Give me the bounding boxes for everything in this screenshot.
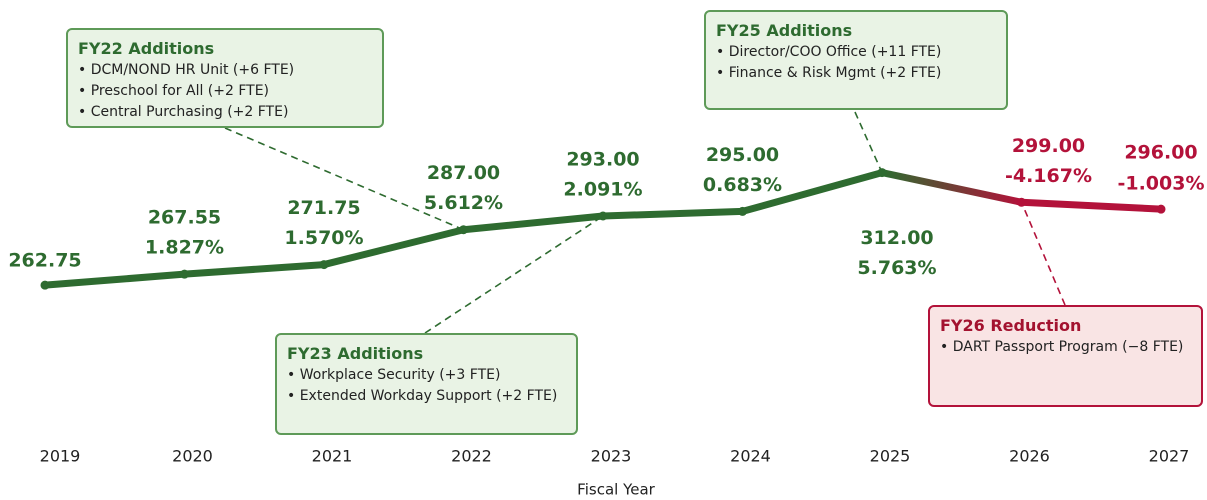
value-label: 296.00 bbox=[1124, 142, 1197, 164]
annotation-item: • Finance & Risk Mgmt (+2 FTE) bbox=[716, 65, 942, 81]
x-tick-label: 2024 bbox=[730, 447, 771, 466]
annotation-title: FY23 Additions bbox=[287, 344, 424, 363]
x-tick-label: 2025 bbox=[870, 447, 911, 466]
annotation-item: • DART Passport Program (−8 FTE) bbox=[940, 339, 1184, 355]
pct-label: 2.091% bbox=[563, 179, 642, 201]
point bbox=[598, 211, 608, 221]
point bbox=[1156, 204, 1166, 214]
annotation-item: • Extended Workday Support (+2 FTE) bbox=[287, 388, 558, 404]
annotation-item: • Workplace Security (+3 FTE) bbox=[287, 367, 501, 383]
x-tick-label: 2021 bbox=[312, 447, 353, 466]
point bbox=[319, 260, 329, 270]
pct-label: -1.003% bbox=[1117, 173, 1204, 195]
pct-label: 0.683% bbox=[703, 174, 782, 196]
value-label: 299.00 bbox=[1012, 135, 1085, 157]
pct-label: 1.570% bbox=[284, 227, 363, 249]
annotation-box: FY23 Additions • Workplace Security (+3 F… bbox=[275, 333, 578, 435]
value-label: 262.75 bbox=[8, 250, 81, 272]
pct-label: 5.612% bbox=[424, 192, 503, 214]
pct-label: 5.763% bbox=[857, 257, 936, 279]
value-label: 267.55 bbox=[148, 207, 221, 229]
x-tick-label: 2019 bbox=[40, 447, 81, 466]
point bbox=[738, 206, 747, 216]
leader-line bbox=[854, 111, 883, 173]
annotation-item: • Central Purchasing (+2 FTE) bbox=[78, 104, 289, 120]
x-tick-label: 2022 bbox=[451, 447, 492, 466]
annotation-item: • DCM/NOND HR Unit (+6 FTE) bbox=[78, 62, 295, 78]
annotation-box: FY25 Additions • Director/COO Office (+11… bbox=[704, 10, 1008, 110]
annotation-box: FY26 Reduction • DART Passport Program (−… bbox=[928, 305, 1203, 407]
value-label: 271.75 bbox=[287, 197, 360, 219]
value-label: 312.00 bbox=[860, 227, 933, 249]
value-label: 287.00 bbox=[427, 162, 500, 184]
annotation-title: FY22 Additions bbox=[78, 39, 215, 58]
point bbox=[459, 225, 468, 235]
x-tick-label: 2023 bbox=[591, 447, 632, 466]
annotation-item: • Director/COO Office (+11 FTE) bbox=[716, 44, 942, 60]
pct-label: 1.827% bbox=[145, 237, 224, 259]
x-tick-label: 2026 bbox=[1009, 447, 1050, 466]
annotation-item: • Preschool for All (+2 FTE) bbox=[78, 83, 270, 99]
x-tick-label: 2027 bbox=[1149, 447, 1190, 466]
point bbox=[40, 280, 50, 290]
x-tick-label: 2020 bbox=[172, 447, 213, 466]
value-label: 293.00 bbox=[566, 149, 639, 171]
value-label: 295.00 bbox=[706, 144, 779, 166]
point bbox=[180, 269, 189, 279]
pct-label: -4.167% bbox=[1005, 165, 1092, 187]
annotation-box: FY22 Additions • DCM/NOND HR Unit (+6 FTE… bbox=[66, 28, 384, 128]
annotation-title: FY26 Reduction bbox=[940, 316, 1082, 335]
leader-line bbox=[224, 127, 464, 231]
point bbox=[877, 168, 887, 178]
annotation-title: FY25 Additions bbox=[716, 21, 853, 40]
leader-line bbox=[1020, 201, 1066, 306]
x-axis-title: Fiscal Year bbox=[577, 481, 655, 499]
point bbox=[1017, 197, 1026, 207]
